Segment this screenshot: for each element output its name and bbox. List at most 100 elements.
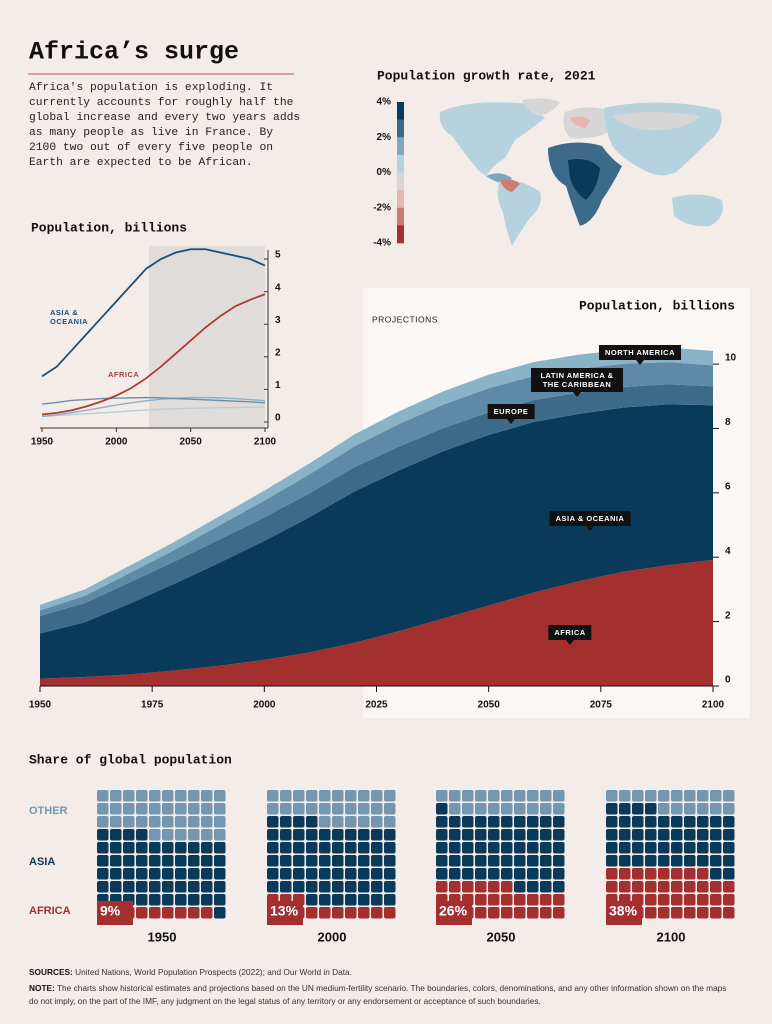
waffle-cell (449, 829, 461, 841)
waffle-cell (214, 907, 226, 919)
waffle-cell (149, 816, 161, 828)
waffle-cell (280, 790, 292, 802)
series-line (41, 406, 265, 418)
waffle-cell (436, 803, 448, 815)
waffle-cell (553, 842, 565, 854)
waffle-cell (214, 829, 226, 841)
waffle-cell (645, 881, 657, 893)
waffle-cell (110, 816, 122, 828)
waffle-cell (527, 790, 539, 802)
waffle-cell (188, 894, 200, 906)
waffle-cell (267, 803, 279, 815)
waffle-cell (645, 790, 657, 802)
waffle-cell (162, 790, 174, 802)
world-map (439, 98, 723, 246)
category-label: 2100 (657, 929, 686, 944)
waffle-cell (658, 842, 670, 854)
waffle-cell (175, 803, 187, 815)
x-tick-label: 2000 (253, 700, 276, 711)
waffle-cell (488, 894, 500, 906)
waffle-cell (619, 842, 631, 854)
waffle-cell (384, 894, 396, 906)
waffle-cell (501, 894, 513, 906)
waffle-cell (488, 855, 500, 867)
waffle-cell (149, 842, 161, 854)
waffle-cell (188, 855, 200, 867)
waffle-cell (358, 907, 370, 919)
waffle-cell (136, 816, 148, 828)
waffle-cell (358, 842, 370, 854)
waffle-cell (514, 790, 526, 802)
waffle-cell (332, 907, 344, 919)
category-label: 2000 (318, 929, 347, 944)
series-label: ASIA & OCEANIA (50, 308, 89, 326)
waffle-cell (371, 855, 383, 867)
waffle-cell (501, 790, 513, 802)
waffle-cell (540, 816, 552, 828)
waffle-cell (162, 816, 174, 828)
waffle-cell (267, 842, 279, 854)
waffle-cell (658, 803, 670, 815)
waffle-cell (280, 855, 292, 867)
waffle-cell (97, 790, 109, 802)
waffle-cell (267, 790, 279, 802)
waffle-cell (319, 881, 331, 893)
label-pointer (636, 360, 644, 365)
label-pointer (507, 419, 515, 424)
category-label: 2050 (487, 929, 516, 944)
waffle-cell (293, 868, 305, 880)
waffle-cell (436, 842, 448, 854)
label-pointer (573, 392, 581, 397)
y-tick-label: 3 (275, 315, 281, 326)
waffle-cell (319, 803, 331, 815)
waffle-cell (462, 868, 474, 880)
waffle-cell (671, 894, 683, 906)
waffle-cell (671, 907, 683, 919)
waffle-cell (214, 790, 226, 802)
waffle-cell (540, 842, 552, 854)
waffle-cell (619, 816, 631, 828)
waffle-cell (306, 881, 318, 893)
waffle-cell (606, 855, 618, 867)
waffle-cell (723, 829, 735, 841)
waffle-cell (293, 790, 305, 802)
waffle-cell (162, 855, 174, 867)
waffle-cell (306, 790, 318, 802)
waffle-cell (645, 894, 657, 906)
colorbar-segment (397, 207, 404, 226)
waffle-cell (527, 907, 539, 919)
waffle-cell (710, 816, 722, 828)
waffle-cell (175, 842, 187, 854)
waffle-cell (475, 855, 487, 867)
waffle-cell (514, 803, 526, 815)
waffle-cell (201, 881, 213, 893)
sources-text: United Nations, World Population Prospec… (75, 967, 352, 977)
waffle-cell (723, 855, 735, 867)
waffle-cell (632, 868, 644, 880)
waffle-cell (540, 881, 552, 893)
waffle-cell (488, 790, 500, 802)
waffle-cell (123, 816, 135, 828)
waffle-cell (149, 907, 161, 919)
x-tick-label: 2000 (105, 437, 128, 448)
waffle-cell (671, 803, 683, 815)
waffle-cell (97, 842, 109, 854)
waffle-cell (697, 829, 709, 841)
x-tick-label: 1950 (29, 700, 52, 711)
waffle-cell (553, 855, 565, 867)
waffle-cell (345, 894, 357, 906)
waffle-cell (136, 868, 148, 880)
waffle-cell (384, 829, 396, 841)
waffle-cell (501, 907, 513, 919)
waffle-cell (97, 816, 109, 828)
waffle-cell (527, 855, 539, 867)
waffle-cell (306, 829, 318, 841)
waffle-cell (436, 868, 448, 880)
waffle-cell (149, 868, 161, 880)
waffle-cell (371, 868, 383, 880)
waffle-cell (645, 816, 657, 828)
waffle-cell (214, 816, 226, 828)
waffle-cell (371, 803, 383, 815)
waffle-cell (371, 907, 383, 919)
waffle-cell (175, 868, 187, 880)
